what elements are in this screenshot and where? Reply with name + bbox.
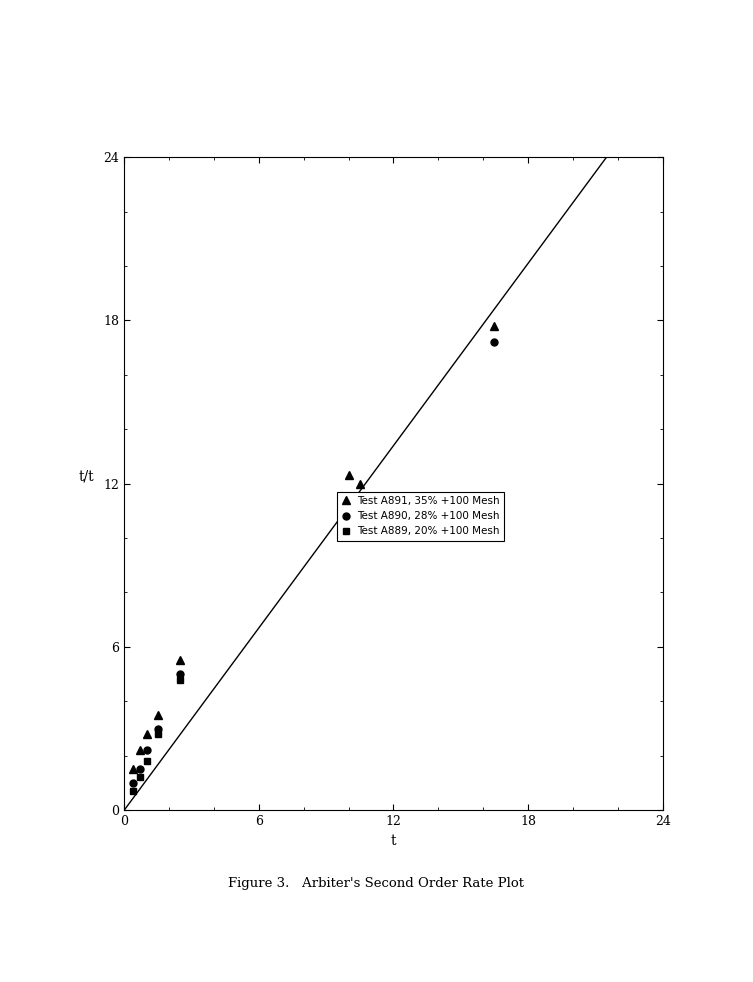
Legend: Test A891, 35% +100 Mesh, Test A890, 28% +100 Mesh, Test A889, 20% +100 Mesh: Test A891, 35% +100 Mesh, Test A890, 28%… [337, 492, 504, 541]
Text: Figure 3.   Arbiter's Second Order Rate Plot: Figure 3. Arbiter's Second Order Rate Pl… [228, 877, 525, 891]
X-axis label: t: t [391, 834, 396, 847]
Y-axis label: t/t: t/t [79, 469, 95, 484]
